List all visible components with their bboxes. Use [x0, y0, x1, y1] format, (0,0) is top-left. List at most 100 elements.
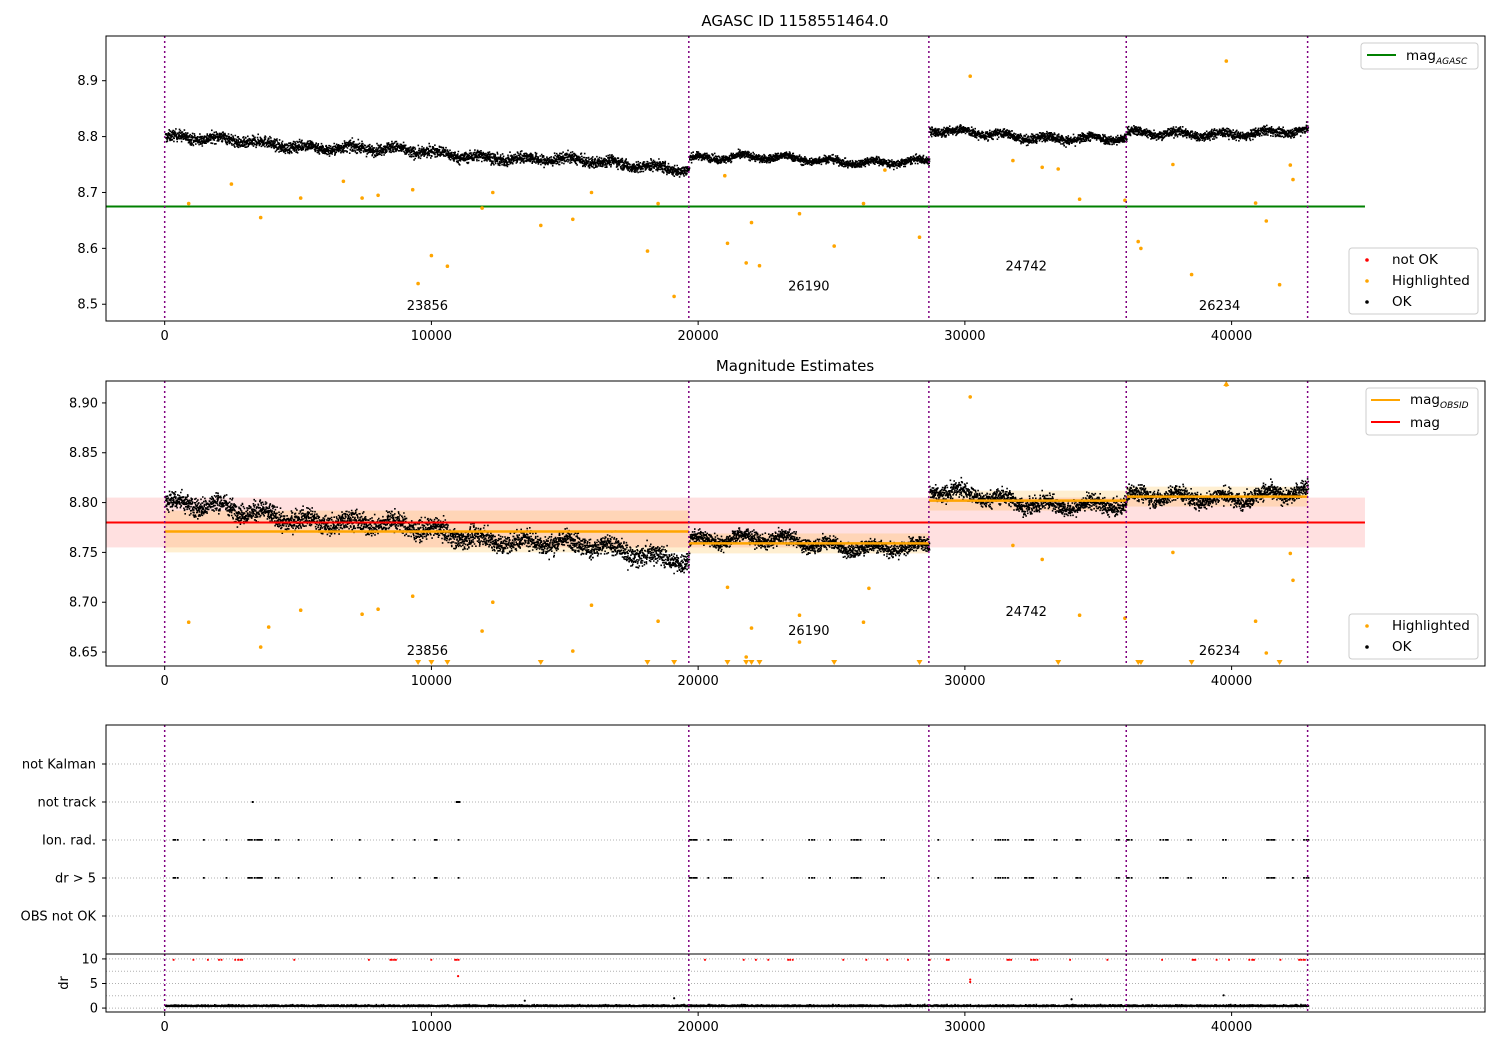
y-tick-label: 8.7: [77, 186, 98, 201]
highlighted-point: [1291, 177, 1295, 182]
highlighted-point: [1077, 197, 1082, 201]
clipped-marker: [724, 660, 731, 665]
highlighted-point: [861, 201, 866, 206]
plot-area-dr: [106, 954, 1485, 1012]
x-tick-label: 20000: [677, 1020, 718, 1035]
category-label: not Kalman: [22, 758, 96, 773]
legend-agasc-upper: magAGASC: [1360, 42, 1479, 70]
highlighted-point: [656, 201, 660, 206]
dr-ok-points: [164, 1003, 1310, 1008]
y-tick-label: 8.75: [69, 546, 98, 561]
legend-box: [1360, 42, 1479, 70]
clipped-marker: [1055, 660, 1062, 665]
obsid-label: 26190: [788, 279, 829, 294]
highlighted-point: [258, 645, 263, 649]
clipped-marker: [831, 660, 838, 665]
clipped-marker: [428, 660, 435, 665]
y-tick-label: 8.90: [69, 396, 98, 411]
highlighted-point: [1253, 619, 1258, 623]
y-tick-label: 8.80: [69, 496, 98, 511]
legend-agasc-lower: not OK Highlighted OK: [1348, 247, 1479, 315]
clipped-marker: [1188, 660, 1195, 665]
y-tick-label: 8.85: [69, 446, 98, 461]
highlighted-point: [410, 187, 415, 192]
obsid-label: 24742: [1006, 605, 1047, 620]
highlighted-point: [360, 196, 364, 200]
category-label: not track: [37, 796, 96, 811]
dr-point: [523, 999, 526, 1002]
highlighted-point: [749, 626, 754, 630]
legend-marker-highlighted: [1365, 624, 1369, 628]
highlighted-point: [832, 244, 836, 248]
highlighted-point: [410, 594, 415, 598]
not-track-point: [458, 801, 461, 803]
highlighted-point: [968, 74, 972, 78]
x-tick-label: 0: [161, 1020, 169, 1035]
highlighted-point: [186, 620, 191, 624]
highlighted-point: [968, 395, 972, 399]
legend-marker-highlighted: [1365, 279, 1369, 283]
y-tick-label: 0: [90, 1002, 98, 1017]
highlighted-point: [1264, 219, 1269, 223]
x-tick-label: 30000: [944, 674, 985, 689]
highlighted-point: [1288, 163, 1293, 167]
legend-label-highlighted: Highlighted: [1392, 618, 1470, 634]
clipped-marker: [644, 660, 651, 665]
dr-point: [673, 997, 676, 1000]
legend-marker-not-ok: [1365, 258, 1369, 262]
highlighted-point: [429, 253, 434, 258]
highlighted-point: [589, 190, 594, 195]
legend-label-ok: OK: [1392, 294, 1413, 310]
legend-label-highlighted: Highlighted: [1392, 273, 1470, 289]
highlighted-point: [1277, 282, 1282, 287]
y-tick-label: 10: [81, 952, 98, 967]
highlighted-point: [744, 261, 748, 265]
axes-agasc: 0 10000 20000 30000 40000 8.5 8.6 8.7 8.8 8.9: [77, 74, 1252, 344]
clipped-marker: [743, 660, 750, 665]
chart-title: Magnitude Estimates: [716, 357, 874, 375]
axes-frame: [105, 724, 1486, 955]
dr-point: [1070, 998, 1073, 1001]
clipped-marker: [415, 660, 422, 665]
category-label: dr > 5: [55, 872, 96, 887]
highlighted-point: [797, 613, 802, 617]
highlighted-point: [1077, 613, 1082, 617]
legend-mag-lower: Highlighted OK: [1348, 613, 1479, 660]
highlighted-point: [341, 179, 346, 184]
dr-point: [969, 978, 972, 981]
highlighted-point: [1139, 246, 1143, 251]
x-tick-label: 30000: [944, 329, 985, 344]
highlighted-point: [1011, 543, 1015, 548]
clipped-marker: [1137, 660, 1144, 665]
axes-frame: [105, 953, 1486, 1013]
highlighted-point: [1136, 239, 1140, 244]
x-tick-label: 40000: [1211, 1020, 1252, 1035]
panel-flags: not Kalman not track Ion. rad. dr > 5 OBS no…: [21, 724, 1486, 955]
dr-flag-points: [172, 958, 1306, 961]
highlighted-point: [744, 655, 748, 659]
highlighted-point: [656, 619, 660, 623]
highlighted-point: [672, 294, 676, 299]
highlighted-point: [1189, 272, 1194, 277]
axes-dr: 0 10000 20000 30000 40000 0 5 10: [81, 952, 1252, 1035]
highlighted-point: [1224, 59, 1229, 63]
x-tick-label: 0: [161, 329, 169, 344]
not-track-point: [455, 801, 458, 803]
x-tick-label: 20000: [677, 329, 718, 344]
highlighted-point: [1264, 651, 1269, 655]
axes-mag: 0 10000 20000 30000 40000 8.65 8.70 8.75 8.80 8.8…: [69, 396, 1252, 689]
highlighted-point: [867, 586, 871, 591]
highlighted-point: [480, 206, 484, 210]
plot-area-mag: 23856 26190 24742 26234: [106, 381, 1365, 666]
dr-point: [969, 980, 972, 984]
highlighted-point: [757, 263, 762, 268]
highlighted-point: [725, 585, 730, 590]
highlighted-point: [645, 249, 650, 253]
y-tick-label: 8.65: [69, 646, 98, 661]
panel-dr: 0 10000 20000 30000 40000 0 5 10 dr: [57, 952, 1486, 1035]
highlighted-point: [571, 217, 575, 222]
legend-box: [1348, 613, 1479, 660]
highlighted-point: [445, 264, 450, 269]
obsid-label: 23856: [407, 644, 448, 659]
highlighted-point: [229, 182, 234, 186]
